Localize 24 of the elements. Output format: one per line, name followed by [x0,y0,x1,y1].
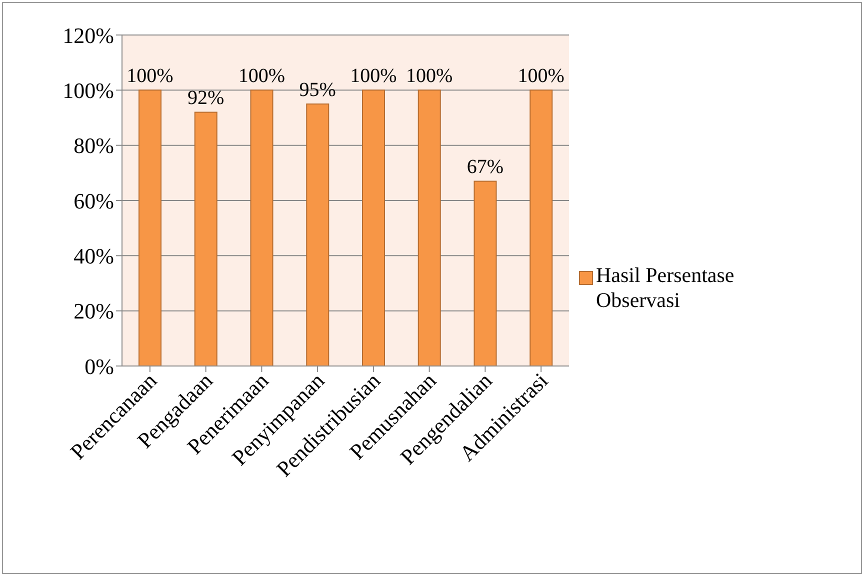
bar [194,112,218,366]
bar [250,90,274,366]
bar [306,103,330,366]
data-label: 100% [518,65,564,88]
y-tick-label: 80% [74,133,114,158]
legend-label: Hasil Persentase Observasi [596,263,736,313]
data-label: 92% [188,87,224,110]
y-tick-label: 0% [84,354,114,379]
y-tick-label: 40% [74,243,114,268]
bar [418,90,441,366]
data-label: 100% [406,65,453,88]
y-tick-label: 120% [62,22,114,48]
y-tick-label: 60% [74,188,114,214]
y-tick-label: 100% [62,78,114,103]
data-label: 95% [299,78,336,101]
bar [138,90,162,366]
bar [530,90,553,366]
data-label: 67% [466,156,504,178]
data-label: 100% [126,65,174,88]
bar [474,180,497,366]
data-label: 100% [238,65,286,88]
bar [362,90,385,366]
y-tick-label: 20% [74,298,114,324]
data-label: 100% [350,65,397,88]
